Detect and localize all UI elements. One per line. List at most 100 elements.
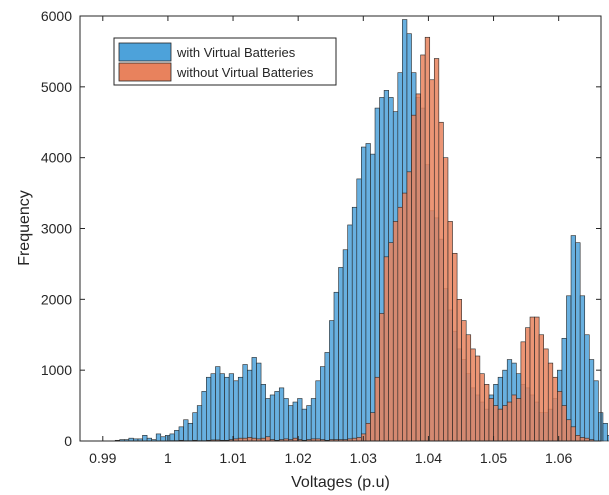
bar-with-virtual-batteries bbox=[315, 380, 321, 442]
y-tick-label: 0 bbox=[64, 433, 72, 449]
bar-without-virtual-batteries bbox=[543, 348, 549, 442]
bar-without-virtual-batteries bbox=[570, 426, 576, 442]
y-axis: 0 1000 2000 3000 4000 5000 6000 bbox=[41, 8, 601, 449]
bar-with-virtual-batteries bbox=[201, 391, 207, 442]
y-tick-label: 5000 bbox=[41, 79, 72, 95]
bar-without-virtual-batteries bbox=[552, 376, 558, 442]
bar-without-virtual-batteries bbox=[397, 206, 403, 442]
bar-with-virtual-batteries bbox=[584, 334, 590, 442]
bar-with-virtual-batteries bbox=[333, 291, 339, 442]
y-tick-label: 2000 bbox=[41, 291, 72, 307]
x-tick-label: 1.02 bbox=[285, 450, 312, 466]
bar-with-virtual-batteries bbox=[575, 242, 581, 442]
bar-with-virtual-batteries bbox=[178, 426, 184, 442]
bar-with-virtual-batteries bbox=[169, 433, 175, 442]
bar-without-virtual-batteries bbox=[433, 58, 440, 442]
bar-without-virtual-batteries bbox=[488, 398, 494, 442]
bar-with-virtual-batteries bbox=[292, 401, 298, 442]
bar-without-virtual-batteries bbox=[424, 36, 431, 442]
bar-without-virtual-batteries bbox=[379, 313, 385, 442]
bar-with-virtual-batteries bbox=[320, 366, 326, 442]
bar-without-virtual-batteries bbox=[247, 437, 253, 442]
bar-without-virtual-batteries bbox=[420, 54, 426, 442]
bar-without-virtual-batteries bbox=[493, 405, 499, 442]
bar-without-virtual-batteries bbox=[356, 437, 362, 442]
y-tick-label: 6000 bbox=[41, 8, 72, 24]
bar-without-virtual-batteries bbox=[452, 252, 458, 442]
bar-with-virtual-batteries bbox=[242, 364, 248, 442]
bar-with-virtual-batteries bbox=[233, 380, 239, 442]
bar-with-virtual-batteries bbox=[297, 398, 303, 442]
bar-with-virtual-batteries bbox=[274, 391, 280, 442]
bar-with-virtual-batteries bbox=[288, 405, 294, 442]
bar-with-virtual-batteries bbox=[187, 422, 193, 442]
bar-with-virtual-batteries bbox=[351, 206, 358, 442]
legend-swatch-with-virtual-batteries bbox=[118, 42, 172, 62]
bar-without-virtual-batteries bbox=[461, 320, 467, 442]
y-tick-label: 1000 bbox=[41, 362, 72, 378]
bar-without-virtual-batteries bbox=[502, 405, 508, 442]
bar-without-virtual-batteries bbox=[538, 334, 544, 442]
bar-without-virtual-batteries bbox=[388, 242, 394, 442]
bar-with-virtual-batteries bbox=[566, 295, 572, 442]
bar-with-virtual-batteries bbox=[174, 430, 180, 442]
bar-with-virtual-batteries bbox=[237, 376, 244, 442]
bar-without-virtual-batteries bbox=[575, 435, 581, 442]
bar-without-virtual-batteries bbox=[370, 412, 376, 442]
bar-with-virtual-batteries bbox=[329, 320, 335, 442]
bar-without-virtual-batteries bbox=[529, 316, 535, 442]
bar-without-virtual-batteries bbox=[365, 422, 371, 442]
bar-without-virtual-batteries bbox=[438, 121, 444, 442]
bar-without-virtual-batteries bbox=[415, 93, 421, 442]
x-axis: 0.99 1 1.01 1.02 1.03 1.04 1.05 1.06 bbox=[89, 16, 573, 466]
bar-with-virtual-batteries bbox=[196, 405, 203, 442]
bar-with-virtual-batteries bbox=[251, 357, 257, 442]
y-tick-label: 4000 bbox=[41, 150, 72, 166]
bar-without-virtual-batteries bbox=[406, 171, 412, 442]
bar-without-virtual-batteries bbox=[557, 391, 563, 442]
bar-without-virtual-batteries bbox=[566, 419, 572, 442]
bar-with-virtual-batteries bbox=[228, 373, 234, 442]
bar-with-virtual-batteries bbox=[607, 435, 609, 442]
bar-with-virtual-batteries bbox=[192, 412, 198, 442]
bar-with-virtual-batteries bbox=[301, 408, 307, 442]
bar-with-virtual-batteries bbox=[160, 436, 166, 442]
bar-without-virtual-batteries bbox=[447, 221, 453, 442]
bar-with-virtual-batteries bbox=[224, 376, 230, 442]
bar-with-virtual-batteries bbox=[183, 419, 189, 442]
bar-with-virtual-batteries bbox=[247, 369, 253, 442]
bar-without-virtual-batteries bbox=[579, 437, 586, 442]
bar-without-virtual-batteries bbox=[520, 341, 526, 442]
bar-without-virtual-batteries bbox=[484, 384, 490, 442]
bar-with-virtual-batteries bbox=[210, 373, 216, 442]
bar-without-virtual-batteries bbox=[547, 362, 554, 442]
bar-with-virtual-batteries bbox=[142, 435, 148, 442]
x-tick-label: 1.06 bbox=[545, 450, 572, 466]
bar-with-virtual-batteries bbox=[593, 380, 599, 442]
bar-with-virtual-batteries bbox=[361, 146, 367, 442]
bar-with-virtual-batteries bbox=[310, 398, 317, 442]
x-tick-label: 1.03 bbox=[350, 450, 377, 466]
bar-with-virtual-batteries bbox=[365, 143, 371, 442]
legend-swatch-without-virtual-batteries bbox=[118, 62, 172, 82]
bar-with-virtual-batteries bbox=[219, 373, 225, 442]
bar-with-virtual-batteries bbox=[338, 267, 344, 442]
x-tick-label: 1 bbox=[164, 450, 172, 466]
x-axis-label: Voltages (p.u) bbox=[291, 474, 390, 491]
bar-without-virtual-batteries bbox=[374, 376, 380, 442]
bar-with-virtual-batteries bbox=[602, 422, 608, 442]
bar-with-virtual-batteries bbox=[215, 366, 221, 442]
bar-with-virtual-batteries bbox=[206, 376, 212, 442]
bar-with-virtual-batteries bbox=[269, 394, 276, 442]
bar-without-virtual-batteries bbox=[429, 79, 435, 442]
bar-with-virtual-batteries bbox=[370, 153, 376, 442]
bar-with-virtual-batteries bbox=[283, 398, 289, 442]
bar-without-virtual-batteries bbox=[465, 334, 472, 442]
bar-with-virtual-batteries bbox=[324, 352, 330, 442]
bar-without-virtual-batteries bbox=[392, 221, 399, 442]
bar-without-virtual-batteries bbox=[561, 405, 567, 442]
bar-without-virtual-batteries bbox=[516, 398, 522, 442]
bar-with-virtual-batteries bbox=[155, 433, 162, 442]
legend: with Virtual Batteries without Virtual B… bbox=[113, 37, 337, 86]
bar-with-virtual-batteries bbox=[588, 359, 595, 442]
